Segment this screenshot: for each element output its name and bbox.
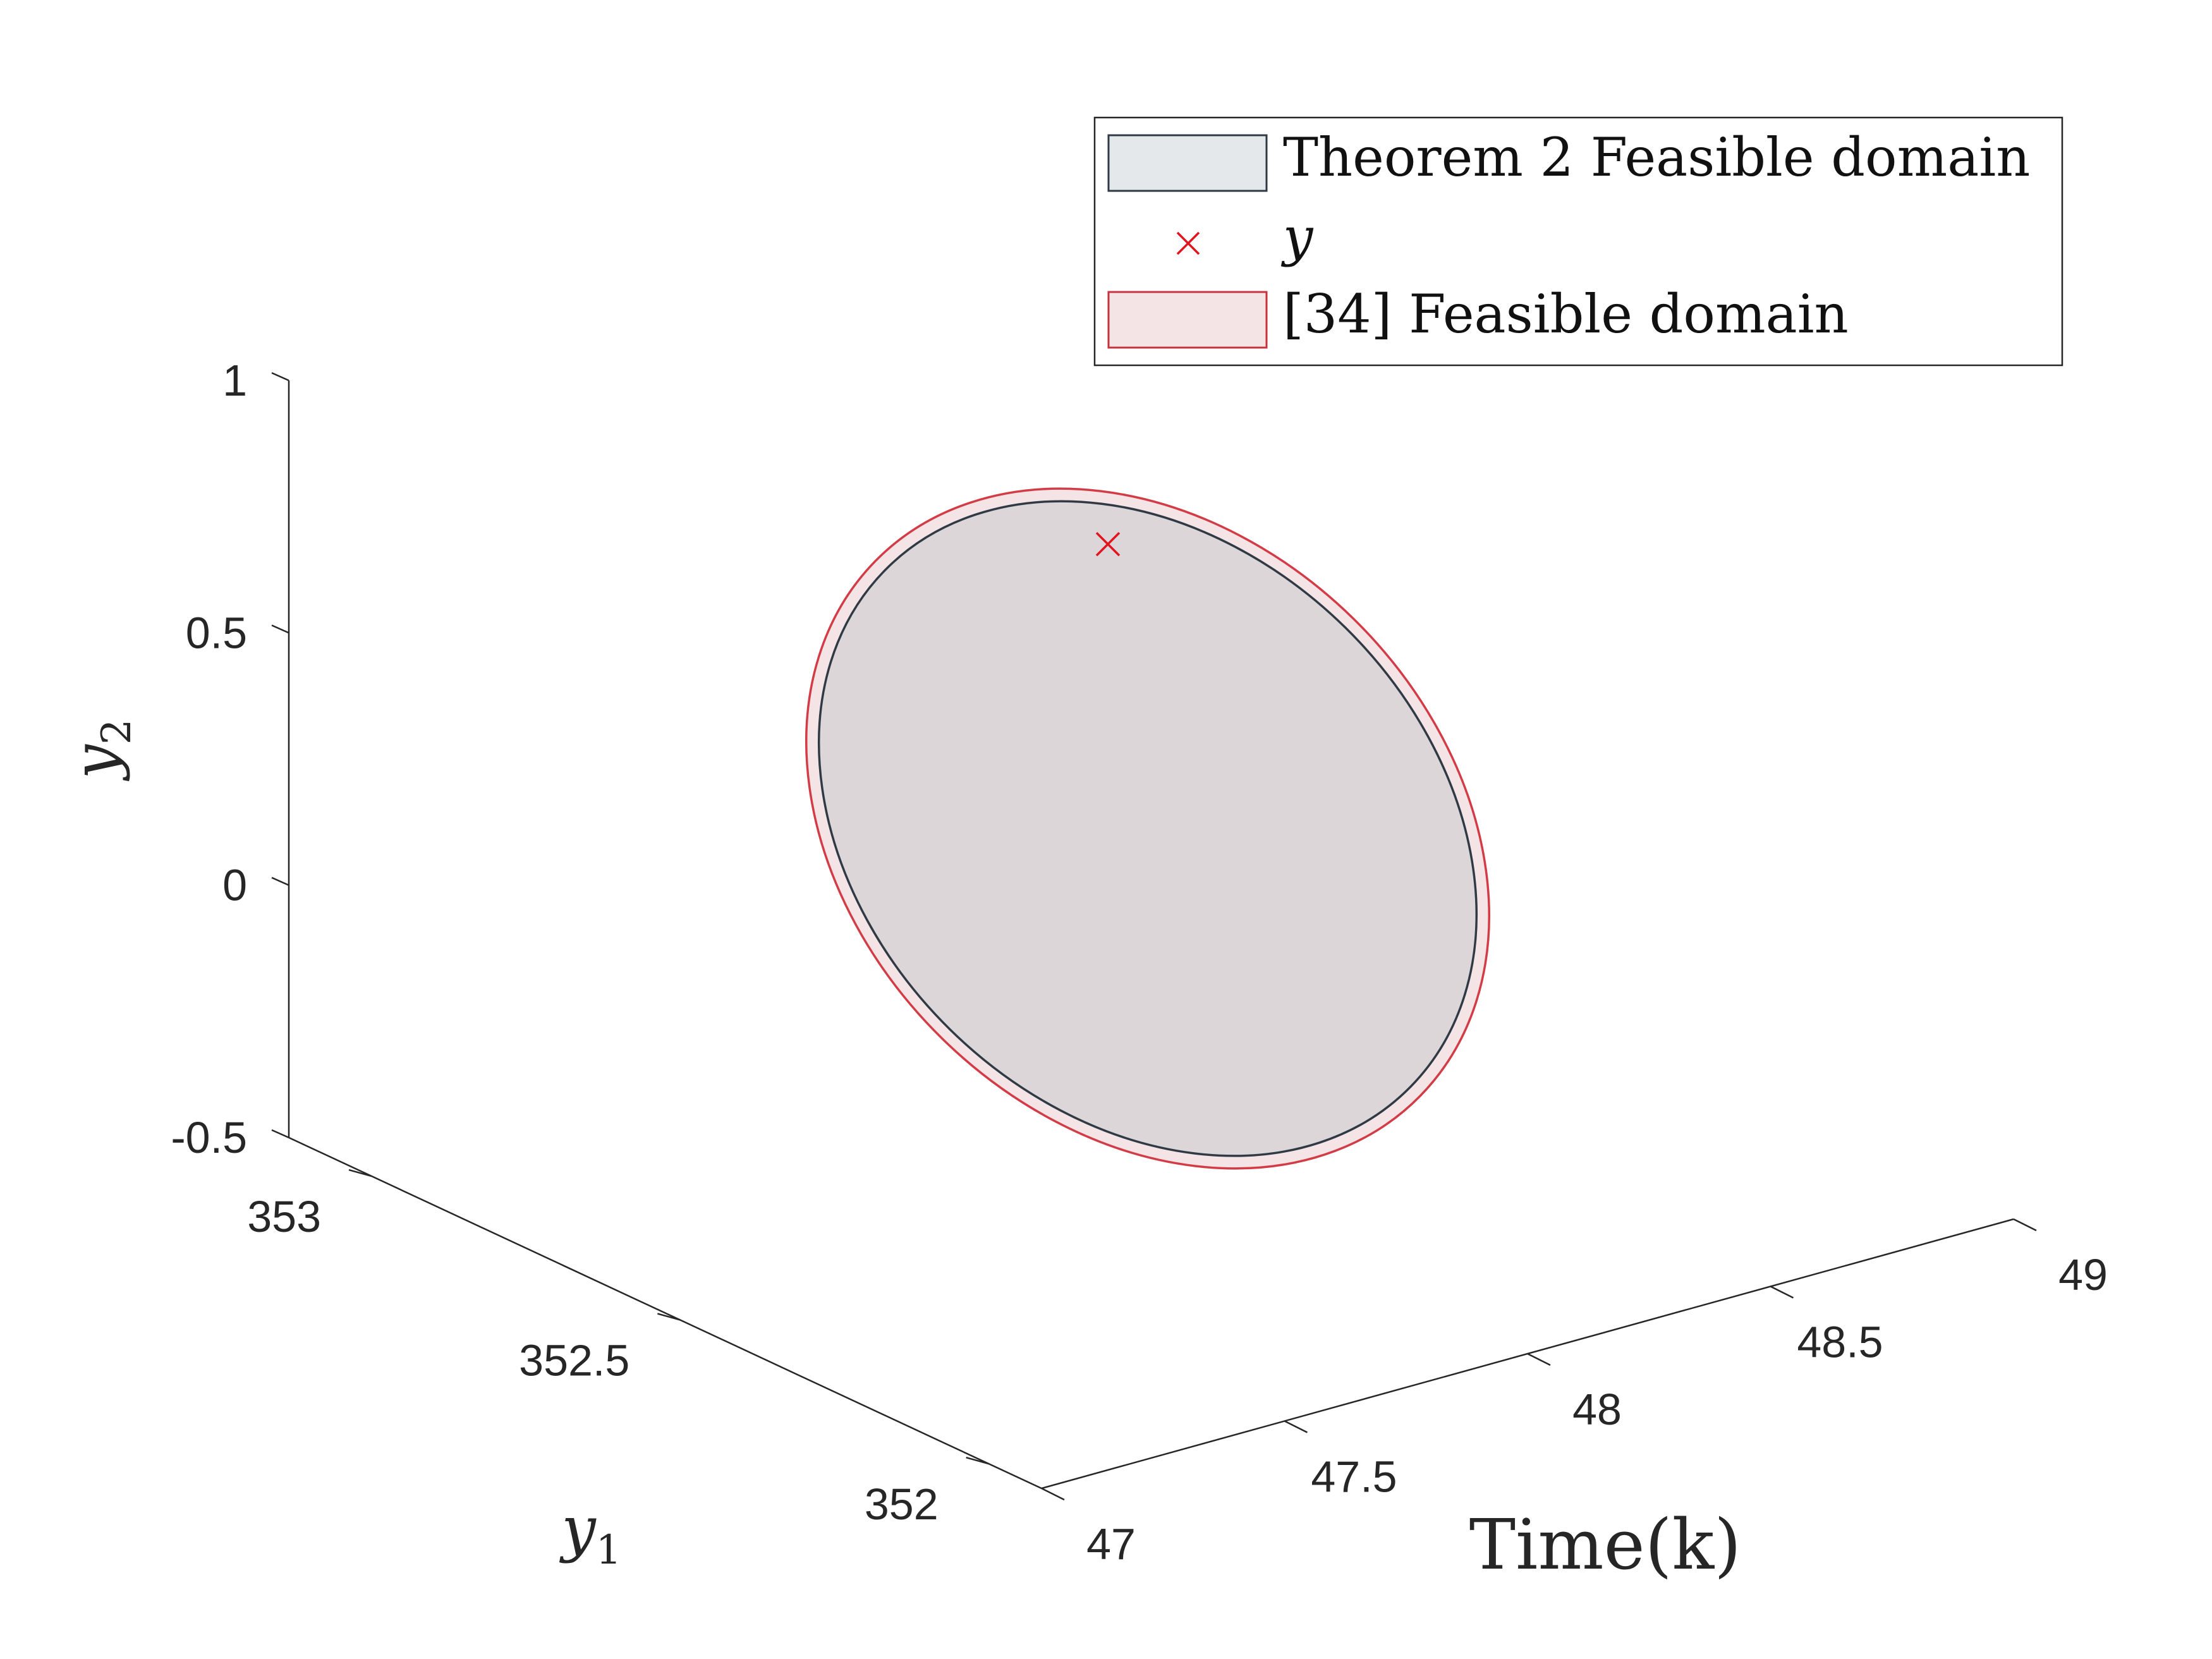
- y1-tick-label: 352.5: [519, 1336, 629, 1385]
- y1-tick-mark: [966, 1456, 989, 1465]
- y1-tick-label: 352: [865, 1480, 939, 1529]
- legend-marker-y: [1176, 231, 1200, 255]
- y1-axis-title-main: y1: [559, 1493, 622, 1574]
- time-tick-mark: [1770, 1285, 1794, 1299]
- time-axis-ticks: 47 47.5 48 48.5 49: [1041, 1218, 2108, 1569]
- time-axis-title: Time(k): [1469, 1504, 1741, 1585]
- legend: Theorem 2 Feasible domain y [34] Feasibl…: [1093, 116, 2063, 367]
- z-tick-mark: [271, 1129, 289, 1139]
- time-tick-label: 48: [1572, 1385, 1622, 1434]
- y1-tick-mark: [348, 1169, 372, 1177]
- y1-axis-title-subscript: 1: [596, 1527, 622, 1574]
- z-tick-label: -0.5: [171, 1113, 247, 1162]
- time-tick-mark: [2013, 1218, 2037, 1232]
- legend-swatch-ref34: [1107, 291, 1268, 349]
- y-marker: [1095, 532, 1121, 557]
- y1-tick-label: 353: [247, 1192, 321, 1241]
- z-tick-mark: [271, 372, 289, 382]
- time-tick-label: 49: [2058, 1250, 2108, 1299]
- z-tick-mark: [271, 877, 289, 886]
- time-tick-mark: [1284, 1420, 1308, 1433]
- legend-label-y: y: [1280, 206, 1314, 268]
- z-axis-title-subscript: 2: [94, 719, 140, 745]
- z-tick-label: 0.5: [186, 608, 247, 657]
- legend-label-ref34: [34] Feasible domain: [1283, 283, 1849, 345]
- legend-label-theorem2: Theorem 2 Feasible domain: [1283, 126, 2030, 188]
- z-tick-mark: [271, 624, 289, 634]
- plot-region: [805, 487, 1490, 1170]
- time-tick-label: 47: [1086, 1519, 1136, 1569]
- legend-swatch-theorem2: [1107, 134, 1268, 192]
- z-tick-label: 0: [222, 861, 247, 910]
- theorem2-feasible-domain: [818, 500, 1478, 1157]
- z-tick-label: 1: [222, 356, 247, 405]
- y1-axis-line: [288, 1136, 1042, 1490]
- time-tick-label: 48.5: [1797, 1318, 1883, 1367]
- y1-axis-ticks: 352 352.5 353: [247, 1169, 989, 1529]
- time-tick-label: 47.5: [1311, 1452, 1397, 1502]
- time-tick-mark: [1041, 1487, 1065, 1501]
- y1-axis-title: y1: [559, 1493, 622, 1574]
- z-axis-ticks: -0.5 0 0.5 1: [171, 356, 289, 1162]
- y1-tick-mark: [657, 1313, 681, 1321]
- time-tick-mark: [1527, 1352, 1551, 1366]
